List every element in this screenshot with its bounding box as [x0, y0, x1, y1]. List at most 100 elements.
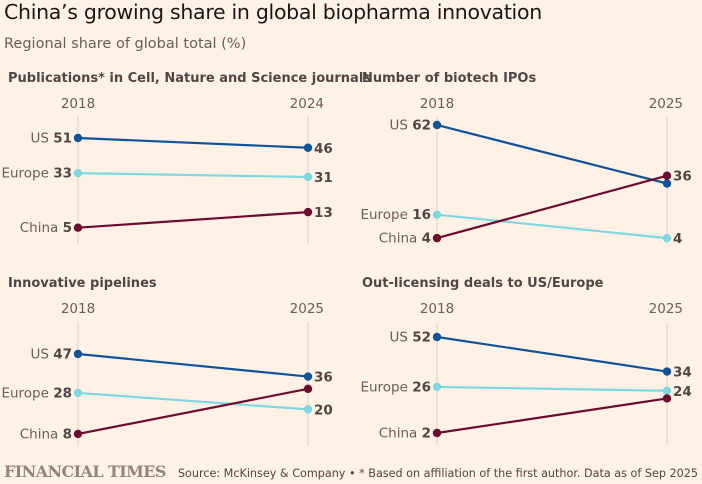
slope-line — [436, 123, 668, 185]
value-label-end: 36 — [314, 370, 333, 386]
series-europe: Europe 28 20 — [1, 385, 332, 418]
panel-title: Number of biotech IPOs — [362, 71, 536, 86]
year-label-start: 2018 — [420, 96, 454, 112]
chart-title: China’s growing share in global biopharm… — [4, 0, 542, 24]
slope-line — [436, 397, 668, 435]
value-label: 28 — [53, 385, 72, 401]
data-point-end — [662, 386, 672, 395]
panel-4: Out-licensing deals to US/Europe 2018 2025… — [360, 276, 692, 446]
slope-line — [436, 335, 668, 373]
value-label-end: 36 — [673, 169, 692, 185]
data-point-start — [73, 429, 83, 439]
year-label-end: 2025 — [290, 301, 324, 317]
value-label: 52 — [412, 330, 431, 346]
data-point-end — [662, 367, 672, 376]
series-europe: Europe 33 31 — [1, 166, 332, 186]
series-label-start: China 8 — [20, 426, 72, 442]
series-label-start: US 51 — [30, 131, 72, 147]
slope-line — [77, 387, 309, 436]
data-point-start — [432, 332, 442, 342]
panel-title: Publications* in Cell, Nature and Scienc… — [8, 71, 371, 86]
data-point-end — [303, 372, 313, 381]
series-label-start: US 47 — [30, 347, 72, 363]
panel-1: Publications* in Cell, Nature and Scienc… — [1, 71, 371, 244]
series-name: US — [389, 118, 412, 134]
data-point-start — [432, 210, 442, 219]
year-label-end: 2024 — [290, 96, 324, 112]
data-point-start — [432, 233, 442, 243]
data-point-start — [432, 382, 442, 392]
series-name: US — [30, 347, 53, 363]
series-label-start: China 5 — [20, 220, 72, 236]
value-label: 51 — [53, 131, 72, 147]
series-europe: Europe 16 4 — [360, 207, 682, 247]
ft-logo: FINANCIAL TIMES — [4, 462, 166, 481]
series-label-start: US 62 — [389, 118, 431, 134]
series-label-start: Europe 26 — [360, 379, 431, 395]
slope-line — [436, 213, 668, 240]
series-name: Europe — [1, 166, 53, 182]
value-label-end: 4 — [673, 231, 682, 247]
year-label-start: 2018 — [420, 301, 454, 317]
slope-line — [436, 174, 668, 240]
data-point-end — [303, 207, 313, 217]
data-point-end — [662, 233, 672, 243]
value-label-end: 20 — [314, 402, 333, 418]
data-point-start — [73, 133, 83, 143]
series-label-start: Europe 28 — [1, 385, 72, 401]
series-china: China 4 36 — [379, 169, 692, 247]
year-label-end: 2025 — [649, 96, 683, 112]
series-china: China 2 — [379, 394, 672, 442]
slope-line — [77, 391, 309, 411]
data-point-end — [662, 171, 672, 180]
year-label-start: 2018 — [61, 301, 95, 317]
slope-line — [77, 172, 309, 179]
data-point-start — [73, 349, 83, 359]
data-point-end — [303, 405, 313, 414]
value-label: 33 — [53, 166, 72, 182]
value-label: 4 — [422, 231, 431, 247]
value-label: 8 — [63, 426, 72, 442]
series-us: US 47 36 — [30, 347, 332, 386]
panel-2: Number of biotech IPOs 2018 2025 US 62 Europ… — [360, 71, 691, 247]
data-point-end — [303, 384, 313, 394]
series-name: Europe — [360, 379, 412, 395]
series-label-start: China 2 — [379, 426, 431, 442]
series-label-start: Europe 33 — [1, 166, 72, 182]
value-label: 5 — [63, 220, 72, 236]
data-point-start — [432, 120, 442, 130]
series-label-start: China 4 — [379, 231, 431, 247]
data-point-end — [303, 143, 313, 152]
value-label-end: 34 — [673, 365, 692, 381]
year-label-start: 2018 — [61, 96, 95, 112]
value-label: 16 — [412, 207, 431, 223]
value-label: 47 — [53, 347, 72, 363]
value-label-end: 31 — [314, 170, 333, 186]
series-name: China — [379, 231, 422, 247]
slope-line — [77, 352, 309, 378]
data-point-start — [73, 223, 83, 232]
series-name: China — [379, 426, 422, 442]
series-label-start: US 52 — [389, 330, 431, 346]
value-label: 2 — [422, 426, 431, 442]
data-point-end — [662, 179, 672, 188]
panel-title: Out-licensing deals to US/Europe — [362, 276, 604, 291]
series-name: Europe — [360, 207, 412, 223]
chart-subtitle: Regional share of global total (%) — [4, 36, 247, 52]
series-name: Europe — [1, 385, 53, 401]
slope-line — [77, 211, 309, 229]
series-us: US 51 46 — [30, 131, 332, 157]
series-name: China — [20, 426, 63, 442]
data-point-start — [73, 388, 83, 398]
value-label-end: 13 — [314, 205, 333, 221]
source-note: Source: McKinsey & Company • * Based on … — [177, 467, 698, 480]
series-europe: Europe 26 24 — [360, 379, 691, 399]
series-china: China 8 — [20, 384, 313, 442]
panel-title: Innovative pipelines — [8, 276, 157, 291]
series-china: China 5 13 — [20, 205, 333, 236]
series-us: US 62 — [389, 118, 672, 188]
data-point-end — [662, 394, 672, 403]
value-label: 26 — [412, 379, 431, 395]
